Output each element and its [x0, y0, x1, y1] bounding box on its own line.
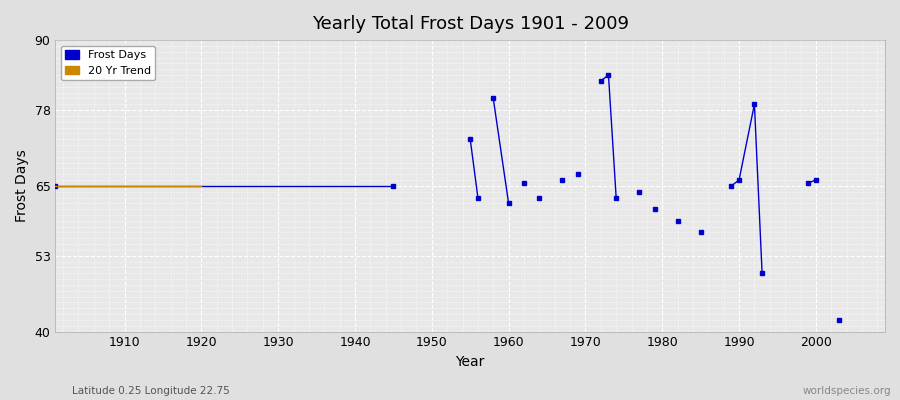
Text: worldspecies.org: worldspecies.org	[803, 386, 891, 396]
Frost Days	[50, 184, 61, 188]
Line: Frost Days: Frost Days	[54, 184, 395, 188]
Text: Latitude 0.25 Longitude 22.75: Latitude 0.25 Longitude 22.75	[72, 386, 230, 396]
X-axis label: Year: Year	[455, 355, 485, 369]
Title: Yearly Total Frost Days 1901 - 2009: Yearly Total Frost Days 1901 - 2009	[311, 15, 629, 33]
Frost Days	[388, 184, 399, 188]
20 Yr Trend	[196, 184, 207, 188]
Legend: Frost Days, 20 Yr Trend: Frost Days, 20 Yr Trend	[61, 46, 155, 80]
Y-axis label: Frost Days: Frost Days	[15, 150, 29, 222]
20 Yr Trend	[50, 184, 61, 188]
